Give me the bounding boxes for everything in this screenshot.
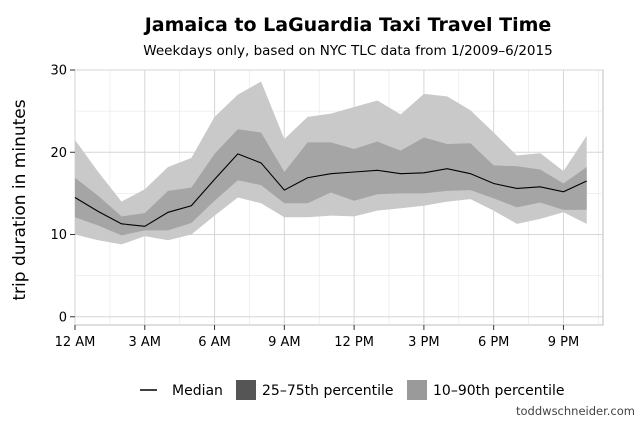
chart-subtitle: Weekdays only, based on NYC TLC data fro… [143,43,552,59]
y-tick-label: 0 [59,310,67,325]
x-tick-label: 12 AM [55,335,96,350]
y-tick-label: 10 [50,228,67,243]
y-tick-label: 20 [50,146,67,161]
median-line [74,153,587,227]
y-axis-title: trip duration in minutes [10,99,30,300]
x-tick-label: 12 PM [334,335,374,350]
legend-25-75-label: 25–75th percentile [262,383,393,399]
legend-25-75-key [236,380,256,400]
x-tick-label: 9 AM [268,335,301,350]
legend-10-90-key [407,380,427,400]
tick-layer: 0 10 20 30 12 AM 3 AM 6 AM 9 AM 12 PM 3 PM 6 PM 9 P… [50,64,579,351]
x-tick-label: 3 PM [408,335,439,350]
credit-text: toddwschneider.com [516,404,635,418]
x-tick-label: 3 AM [129,335,162,350]
x-tick-label: 9 PM [548,335,579,350]
x-tick-label: 6 AM [198,335,231,350]
legend: Median 25–75th percentile 10–90th percenti… [140,380,564,400]
line-layer [74,153,587,227]
legend-10-90-label: 10–90th percentile [433,383,564,399]
band-layer [75,81,587,245]
band-25-75 [75,129,587,236]
legend-median-label: Median [172,383,223,399]
y-tick-label: 30 [50,64,67,79]
chart-title: Jamaica to LaGuardia Taxi Travel Time [143,14,552,36]
x-tick-label: 6 PM [478,335,509,350]
